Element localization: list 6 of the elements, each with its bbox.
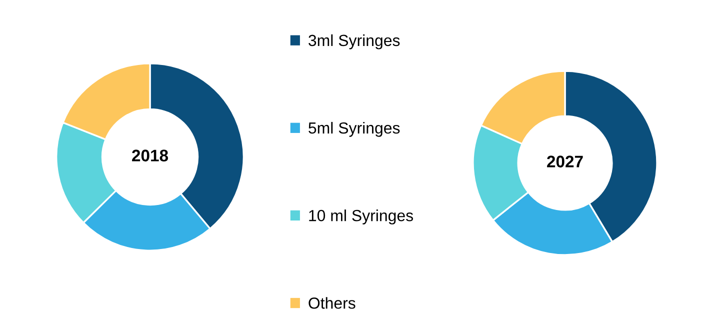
legend-label: Others bbox=[308, 297, 356, 309]
legend-label: 5ml Syringes bbox=[308, 122, 400, 137]
legend-label: 10 ml Syringes bbox=[309, 210, 414, 224]
slice-label: 2018 bbox=[132, 150, 168, 162]
legend-label: 3ml Syringes bbox=[308, 34, 400, 50]
slice-label: 2027 bbox=[547, 156, 583, 168]
